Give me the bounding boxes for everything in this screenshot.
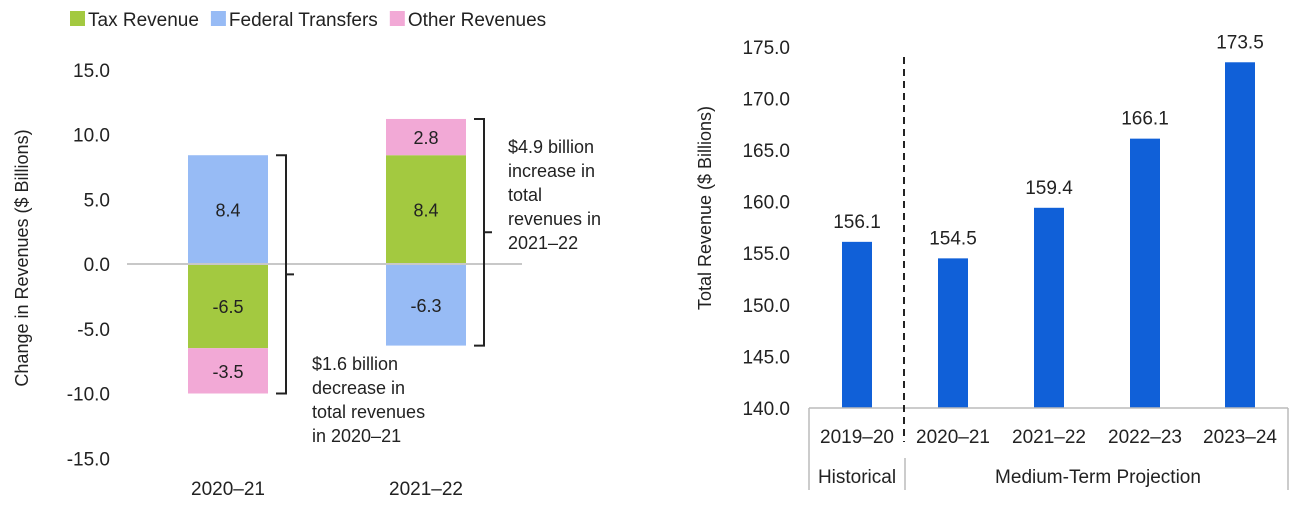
- bar-total-2021-22: [1034, 207, 1064, 408]
- bar-2020-21-tax-revenue: [188, 264, 268, 349]
- x-tick-label-right: 2019–20: [820, 427, 894, 448]
- y-tick-label-right: 175.0: [742, 38, 790, 59]
- bar-2020-21-federal-transfers: [188, 155, 268, 264]
- annotation-1-line: increase in: [508, 161, 595, 181]
- legend-swatch-0: [70, 11, 85, 26]
- x-tick-label-right: 2022–23: [1108, 427, 1182, 448]
- bar-2021-22-other-revenues: [386, 118, 466, 156]
- bracket-2020-21: [276, 154, 294, 395]
- y-tick-label-right: 150.0: [742, 296, 790, 317]
- x-tick-label-right: 2020–21: [916, 427, 990, 448]
- y-tick-label: 10.0: [73, 126, 110, 147]
- bar-2021-22-federal-transfers-label: -6.3: [410, 296, 441, 316]
- y-tick-label: 5.0: [84, 190, 110, 211]
- annotation-0-line: total revenues: [312, 402, 425, 422]
- annotation-1-line: 2021–22: [508, 233, 578, 253]
- group-label: Medium-Term Projection: [995, 467, 1201, 488]
- y-tick-label-right: 145.0: [742, 347, 790, 368]
- y-tick-label-right: 155.0: [742, 244, 790, 265]
- bar-total-2023-24: [1225, 62, 1255, 408]
- bar-value-label: 166.1: [1121, 109, 1169, 130]
- y-axis-title: Change in Revenues ($ Billions): [12, 129, 32, 386]
- bar-value-label: 159.4: [1025, 178, 1073, 199]
- group-label: Historical: [818, 467, 896, 488]
- y-tick-label-right: 170.0: [742, 89, 790, 110]
- annotation-1-line: $4.9 billion: [508, 137, 594, 157]
- y-tick-label: -5.0: [77, 320, 110, 341]
- bar-value-label: 156.1: [833, 212, 881, 233]
- y-tick-label: 15.0: [73, 61, 110, 82]
- x-tick-label: 2020–21: [191, 479, 265, 500]
- annotation-0-line: in 2020–21: [312, 426, 401, 446]
- y-tick-label-right: 140.0: [742, 399, 790, 420]
- bar-2021-22-other-revenues-label: 2.8: [413, 128, 438, 148]
- legend-swatch-2: [389, 11, 405, 26]
- bracket-2021-22: [474, 117, 492, 347]
- bar-total-2020-21: [938, 258, 968, 408]
- y-tick-label: 0.0: [84, 255, 110, 276]
- y-tick-label-right: 160.0: [742, 193, 790, 214]
- bar-2021-22-tax-revenue: [386, 155, 466, 264]
- y-axis-title-right: Total Revenue ($ Billions): [695, 106, 715, 310]
- legend-label-1: Federal Transfers: [229, 10, 378, 31]
- bar-total-2022-23: [1130, 138, 1160, 408]
- legend-swatch-1: [210, 11, 226, 26]
- bar-value-label: 154.5: [929, 228, 977, 249]
- bar-2021-22-federal-transfers: [386, 264, 466, 346]
- bar-total-2019-20: [842, 241, 872, 408]
- category-axis-frame: [808, 407, 1289, 490]
- x-tick-label-right: 2023–24: [1203, 427, 1277, 448]
- y-tick-label: -15.0: [67, 449, 110, 470]
- annotation-0-line: decrease in: [312, 378, 405, 398]
- bar-2021-22-tax-revenue-label: 8.4: [413, 201, 438, 221]
- annotation-1-line: revenues in: [508, 209, 601, 229]
- y-tick-label: -10.0: [67, 385, 110, 406]
- bar-2020-21-tax-revenue-label: -6.5: [212, 297, 243, 317]
- legend-label-2: Other Revenues: [408, 10, 546, 31]
- bar-2020-21-other-revenues: [188, 348, 268, 394]
- x-tick-label: 2021–22: [389, 479, 463, 500]
- x-tick-label-right: 2021–22: [1012, 427, 1086, 448]
- annotation-1-line: total: [508, 185, 542, 205]
- y-tick-label-right: 165.0: [742, 141, 790, 162]
- bar-2020-21-federal-transfers-label: 8.4: [215, 201, 240, 221]
- annotation-0-line: $1.6 billion: [312, 354, 398, 374]
- legend-label-0: Tax Revenue: [88, 10, 199, 31]
- bar-2020-21-other-revenues-label: -3.5: [212, 362, 243, 382]
- bar-value-label: 173.5: [1216, 32, 1264, 53]
